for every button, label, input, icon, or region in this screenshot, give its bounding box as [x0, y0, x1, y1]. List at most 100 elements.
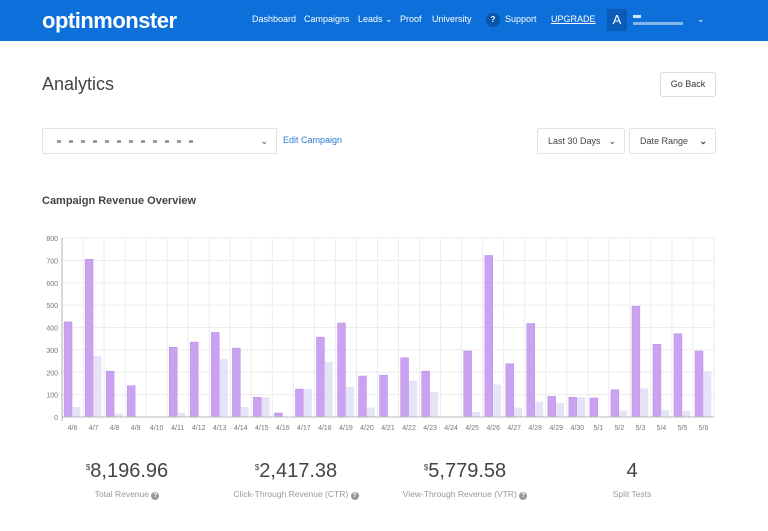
nav-support[interactable]: Support [505, 14, 537, 24]
bar-secondary [219, 358, 228, 417]
section-title: Campaign Revenue Overview [42, 195, 197, 207]
stat-value: 2,417.38 [259, 460, 338, 482]
y-tick-label: 200 [46, 370, 58, 377]
y-tick-label: 400 [46, 326, 58, 333]
bar-secondary [493, 384, 502, 417]
x-tick-label: 4/30 [570, 425, 584, 432]
bar-secondary [556, 403, 565, 417]
bar-primary [211, 332, 220, 418]
bar-primary [295, 388, 304, 418]
stat-value: 5,779.58 [428, 460, 507, 482]
nav-leads[interactable]: Leads [358, 14, 383, 24]
bar-secondary [703, 371, 712, 417]
x-tick-label: 4/9 [131, 425, 141, 432]
help-icon[interactable]: ? [151, 492, 160, 500]
stat-value: 8,196.96 [90, 460, 169, 482]
bar-primary [673, 333, 683, 418]
help-icon[interactable]: ? [486, 13, 500, 27]
y-tick-label: 0 [54, 415, 58, 422]
x-tick-label: 4/25 [465, 425, 479, 432]
stat-ctr: $2,417.38 Click-Through Revenue (CTR) ? [211, 460, 381, 500]
bar-secondary [93, 356, 102, 417]
account-email-redacted [633, 22, 683, 25]
nav-proof[interactable]: Proof [400, 14, 422, 24]
nav-upgrade[interactable]: UPGRADE [551, 14, 596, 24]
bar-primary [169, 346, 178, 418]
avatar[interactable]: A [607, 9, 627, 31]
bar-primary [505, 363, 514, 418]
currency-symbol: $ [254, 463, 260, 472]
help-icon[interactable]: ? [350, 492, 359, 500]
bar-secondary [682, 410, 691, 417]
date-range-value: Date Range [640, 136, 689, 146]
bar-primary [358, 375, 367, 418]
bar-secondary [345, 386, 354, 417]
campaign-name-redacted [57, 140, 197, 143]
x-tick-label: 5/2 [614, 425, 624, 432]
y-tick-label: 300 [46, 348, 58, 355]
currency-symbol: $ [85, 463, 91, 472]
bar-primary [568, 397, 578, 418]
bar-primary [463, 350, 472, 418]
bar-primary [316, 336, 325, 418]
help-icon[interactable]: ? [519, 492, 528, 500]
bar-primary [694, 350, 704, 418]
bar-primary [400, 357, 409, 418]
bar-secondary [324, 361, 333, 417]
bar-primary [379, 374, 388, 418]
stat-label: Click-Through Revenue (CTR) [233, 489, 349, 499]
x-tick-label: 4/29 [549, 425, 563, 432]
bar-secondary [72, 406, 81, 417]
go-back-button[interactable]: Go Back [660, 72, 716, 97]
bar-secondary [240, 406, 249, 417]
bar-primary [421, 370, 430, 418]
chevron-down-icon[interactable]: ⌄ [385, 14, 393, 24]
x-tick-label: 4/8 [110, 425, 120, 432]
account-chevron-icon[interactable]: ⌄ [697, 14, 705, 24]
bar-secondary [514, 407, 523, 417]
campaign-select[interactable]: ⌄ [42, 128, 277, 154]
x-tick-label: 4/19 [339, 425, 353, 432]
y-tick-label: 500 [46, 303, 58, 310]
x-tick-label: 4/18 [318, 425, 332, 432]
bar-primary [610, 389, 620, 418]
y-tick-label: 100 [46, 393, 58, 400]
x-tick-label: 4/16 [276, 425, 290, 432]
top-navbar: optinmonster Dashboard Campaigns Leads ⌄… [0, 0, 768, 41]
bar-secondary [177, 412, 186, 417]
date-range-select[interactable]: Date Range ⌄ [629, 128, 716, 154]
currency-symbol: $ [423, 463, 429, 472]
nav-dashboard[interactable]: Dashboard [252, 14, 297, 24]
bar-secondary [261, 397, 270, 417]
bar-primary [232, 347, 241, 418]
chevron-down-icon: ⌄ [608, 136, 616, 146]
optinmonster-logo[interactable]: optinmonster [42, 8, 177, 33]
x-tick-label: 5/6 [699, 425, 709, 432]
chevron-down-icon: ⌄ [260, 136, 268, 146]
bar-secondary [472, 412, 481, 417]
bar-secondary [303, 389, 312, 417]
x-tick-label: 4/23 [423, 425, 437, 432]
bar-primary [84, 259, 94, 418]
x-tick-label: 4/17 [297, 425, 311, 432]
x-tick-label: 4/10 [150, 425, 164, 432]
x-tick-label: 4/24 [444, 425, 458, 432]
y-tick-label: 600 [46, 281, 58, 288]
nav-university[interactable]: University [432, 14, 472, 24]
period-select[interactable]: Last 30 Days ⌄ [537, 128, 625, 154]
nav-campaigns[interactable]: Campaigns [304, 14, 350, 24]
bar-primary [337, 322, 346, 418]
x-tick-label: 5/5 [678, 425, 688, 432]
x-tick-label: 4/28 [528, 425, 542, 432]
x-tick-label: 4/15 [255, 425, 269, 432]
x-tick-label: 4/21 [381, 425, 395, 432]
bar-secondary [430, 391, 438, 417]
stat-split-tests: 4 Split Tests [547, 460, 717, 499]
edit-campaign-link[interactable]: Edit Campaign [283, 135, 343, 145]
x-tick-label: 4/26 [486, 425, 500, 432]
bar-secondary [640, 388, 649, 417]
x-tick-label: 5/4 [657, 425, 667, 432]
bar-primary [63, 321, 73, 418]
x-tick-label: 4/27 [507, 425, 521, 432]
stat-vtr: $5,779.58 View-Through Revenue (VTR) ? [380, 460, 550, 500]
